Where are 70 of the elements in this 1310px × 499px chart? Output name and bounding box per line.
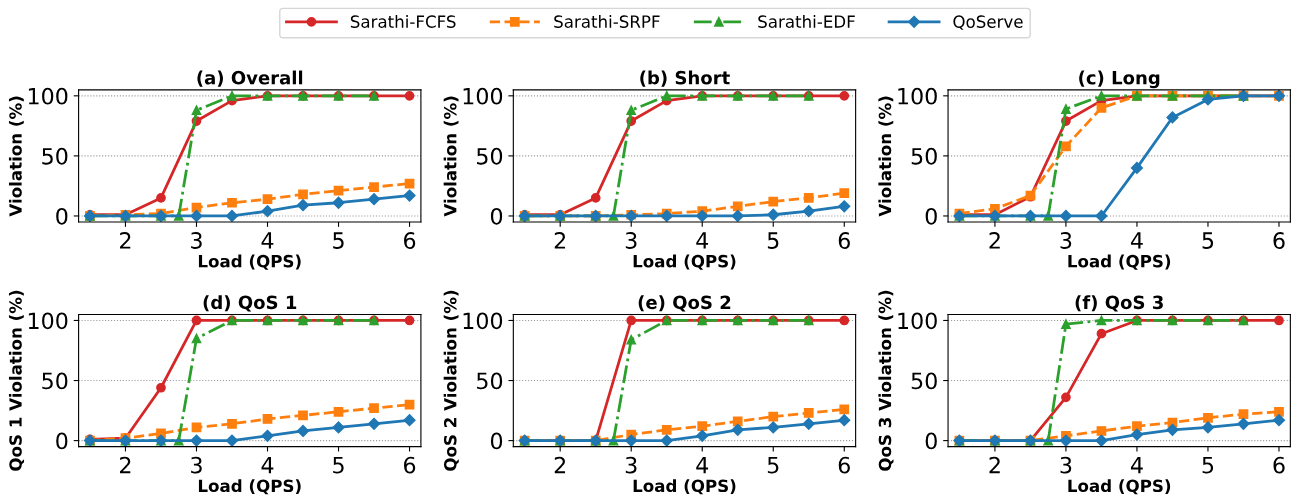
x-tick-label: 3 (1060, 232, 1072, 249)
y-tick-label: 0 (925, 432, 937, 450)
x-tick-label: 4 (261, 457, 274, 474)
y-tick-label: 50 (42, 147, 68, 165)
x-tick-label: 6 (1273, 232, 1285, 249)
y-axis-title: Violation (%) (443, 96, 459, 217)
y-axis-title: Violation (%) (878, 96, 894, 217)
x-tick-label: 4 (1130, 232, 1143, 249)
x-tick-label: 3 (625, 232, 637, 249)
y-axis-title: QoS 3 Violation (%) (878, 290, 894, 471)
y-tick-label: 0 (490, 207, 503, 225)
x-tick-label: 3 (191, 232, 202, 249)
chart-title: (a) Overall (197, 70, 303, 87)
x-axis-title: Load (QPS) (198, 479, 301, 495)
x-tick-label: 6 (404, 456, 416, 474)
y-axis-title: Violation (%) (8, 96, 24, 217)
x-tick-label: 5 (333, 232, 344, 249)
y-tick-label: 100 (28, 312, 68, 330)
chart-title: (f) QoS 3 (1075, 295, 1163, 312)
x-tick-label: 6 (404, 232, 416, 249)
x-axis-title: Load (QPS) (1068, 254, 1171, 270)
y-axis-title: QoS 1 Violation (%) (8, 290, 25, 471)
x-tick-label: 3 (625, 456, 637, 474)
y-tick-label: 100 (463, 312, 503, 330)
x-tick-label: 2 (989, 456, 1000, 474)
x-tick-label: 4 (696, 232, 709, 249)
chart-title: (e) QoS 2 (638, 295, 731, 312)
chart-title: (c) Long (1079, 70, 1160, 89)
y-tick-label: 0 (490, 432, 503, 450)
x-tick-label: 4 (261, 232, 274, 249)
x-tick-label: 5 (767, 457, 779, 474)
chart-title: (b) Short (640, 70, 730, 87)
x-tick-label: 4 (696, 457, 709, 474)
legend-label: Sarathi-SRPF (554, 15, 660, 28)
x-axis-title: Load (QPS) (633, 254, 736, 270)
legend-label: Sarathi-EDF (758, 15, 855, 28)
x-tick-label: 6 (838, 232, 850, 249)
y-tick-label: 50 (477, 372, 503, 390)
x-tick-label: 6 (838, 456, 850, 474)
legend-label: QoServe (953, 15, 1023, 30)
y-tick-label: 100 (898, 87, 937, 105)
y-tick-label: 100 (28, 87, 68, 105)
x-tick-label: 2 (120, 456, 131, 474)
x-tick-label: 3 (191, 456, 202, 474)
legend-label: Sarathi-FCFS (350, 15, 456, 28)
y-tick-label: 100 (463, 87, 503, 105)
y-tick-label: 50 (911, 372, 937, 390)
y-tick-label: 50 (477, 147, 503, 165)
x-tick-label: 2 (554, 456, 566, 474)
y-tick-label: 0 (56, 207, 68, 225)
x-tick-label: 5 (1202, 457, 1214, 474)
x-tick-label: 6 (1273, 456, 1285, 474)
y-tick-label: 50 (42, 372, 68, 390)
x-tick-label: 5 (333, 457, 344, 474)
y-axis-title: QoS 2 Violation (%) (443, 290, 459, 471)
x-tick-label: 2 (120, 232, 131, 249)
y-tick-label: 0 (925, 207, 937, 225)
x-axis-title: Load (QPS) (1068, 479, 1171, 495)
x-axis-title: Load (QPS) (633, 479, 736, 495)
x-tick-label: 4 (1130, 457, 1143, 474)
x-tick-label: 2 (989, 232, 1000, 249)
y-tick-label: 50 (911, 147, 937, 165)
x-tick-label: 3 (1060, 456, 1072, 474)
x-tick-label: 2 (554, 232, 566, 249)
x-tick-label: 5 (1202, 232, 1214, 249)
y-tick-label: 0 (56, 432, 68, 450)
y-tick-label: 100 (898, 312, 937, 330)
chart-title: (d) QoS 1 (203, 295, 297, 312)
x-axis-title: Load (QPS) (198, 254, 301, 270)
x-tick-label: 5 (767, 232, 779, 249)
